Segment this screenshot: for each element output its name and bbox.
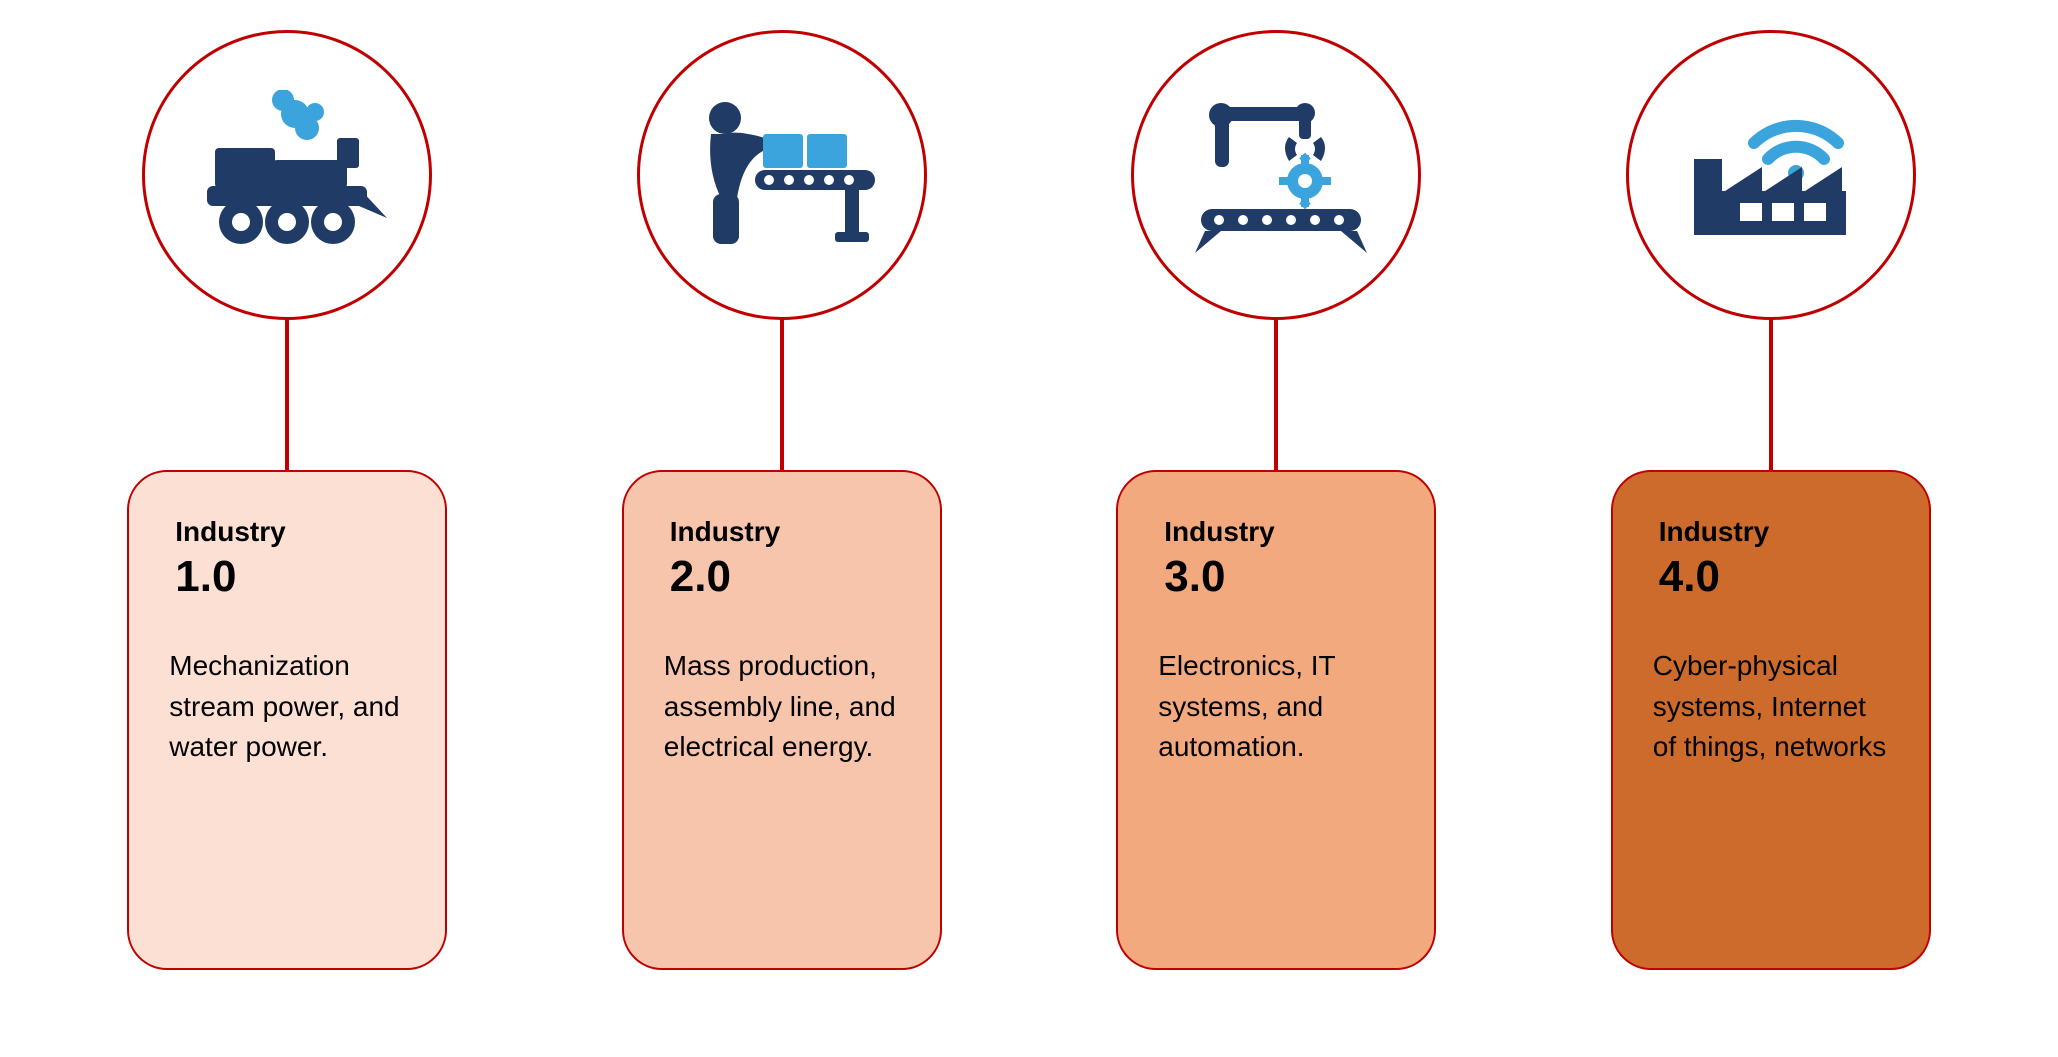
card-label: Industry [1164,516,1394,548]
connector-line [1769,320,1773,470]
connector-line [285,320,289,470]
smart-factory-icon [1666,85,1876,265]
card-version: 2.0 [670,552,900,602]
info-card: Industry 2.0 Mass production, assembly l… [622,470,942,970]
connector-line [780,320,784,470]
card-description: Cyber-physical systems, Internet of thin… [1653,646,1889,768]
industry-column: Industry 2.0 Mass production, assembly l… [602,30,962,970]
card-label: Industry [1659,516,1889,548]
card-description: Mass production, assembly line, and elec… [664,646,900,768]
connector-line [1274,320,1278,470]
icon-circle [637,30,927,320]
info-card: Industry 3.0 Electronics, IT systems, an… [1116,470,1436,970]
card-label: Industry [175,516,405,548]
card-description: Electronics, IT systems, and automation. [1158,646,1394,768]
info-card: Industry 1.0 Mechanization stream power,… [127,470,447,970]
industry-column: Industry 4.0 Cyber-physical systems, Int… [1591,30,1951,970]
card-label: Industry [670,516,900,548]
card-version: 3.0 [1164,552,1394,602]
robot-arm-icon [1171,85,1381,265]
industry-column: Industry 1.0 Mechanization stream power,… [107,30,467,970]
icon-circle [1626,30,1916,320]
assembly-line-icon [677,90,887,260]
industry-column: Industry 3.0 Electronics, IT systems, an… [1096,30,1456,970]
icon-circle [1131,30,1421,320]
card-version: 1.0 [175,552,405,602]
info-card: Industry 4.0 Cyber-physical systems, Int… [1611,470,1931,970]
card-description: Mechanization stream power, and water po… [169,646,405,768]
infographic-stage: Industry 1.0 Mechanization stream power,… [0,0,2058,1057]
icon-circle [142,30,432,320]
card-version: 4.0 [1659,552,1889,602]
steam-train-icon [187,90,387,260]
